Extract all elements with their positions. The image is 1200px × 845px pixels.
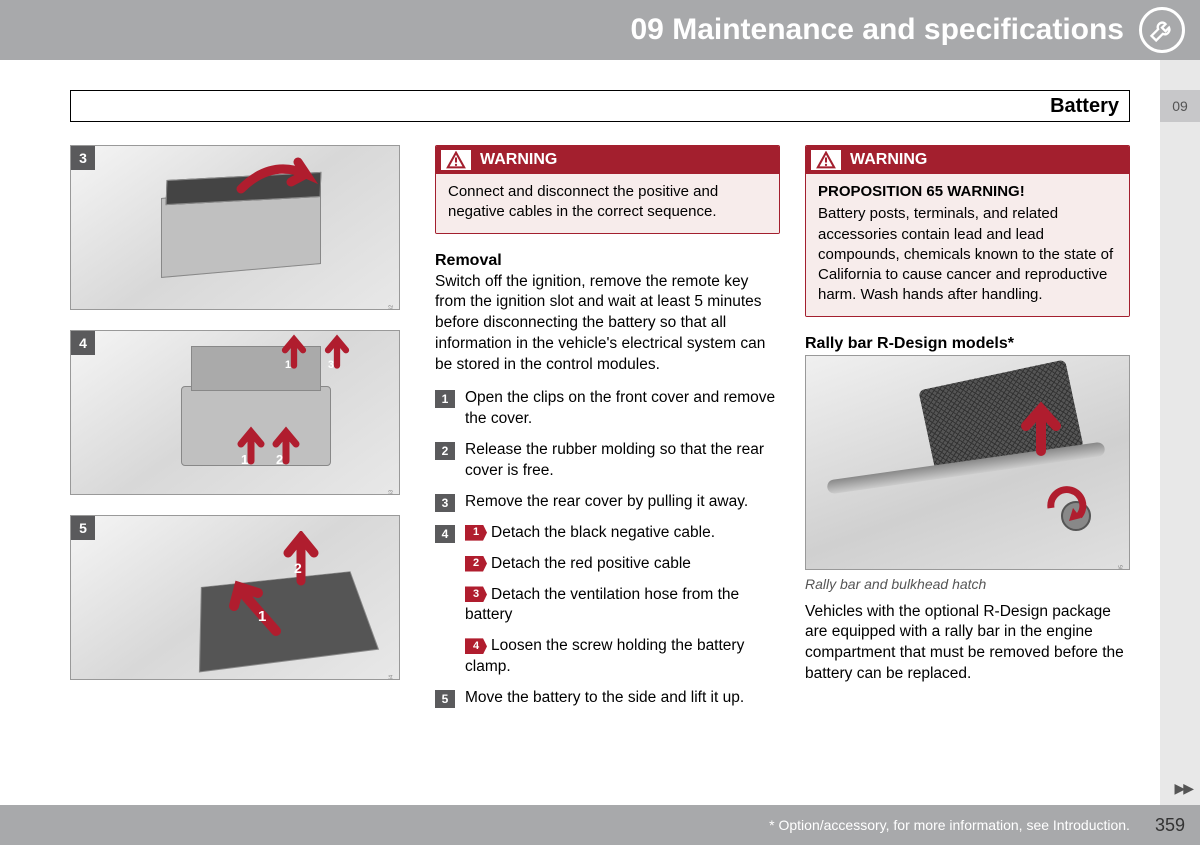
step-number: 4: [435, 525, 455, 543]
prop65-title: PROPOSITION 65 WARNING!: [818, 182, 1117, 202]
figure-5: 5 1 2 G040664: [70, 515, 400, 680]
figure-code: G040664: [389, 675, 395, 680]
substep-text: Detach the red positive cable: [491, 555, 691, 572]
section-title: Battery: [1050, 95, 1119, 118]
step-number: 3: [435, 494, 455, 512]
side-strip: [1160, 60, 1200, 805]
red-bullet: 4: [465, 638, 487, 654]
warning-header: WARNING: [436, 146, 779, 174]
figure-code: G048405: [1119, 565, 1125, 570]
svg-text:1: 1: [285, 359, 291, 370]
right-column: WARNING PROPOSITION 65 WARNING! Battery …: [805, 145, 1130, 719]
warning-box-2: WARNING PROPOSITION 65 WARNING! Battery …: [805, 145, 1130, 317]
svg-text:1: 1: [241, 452, 248, 466]
continuation-arrows-icon: ▶▶: [1174, 780, 1192, 797]
page-number: 359: [1155, 815, 1185, 836]
substep: 2Detach the red positive cable: [465, 554, 780, 575]
step-item: 1 Open the clips on the front cover and r…: [435, 388, 780, 430]
figure-rally-bar: G048405: [805, 355, 1130, 570]
svg-text:1: 1: [258, 608, 266, 625]
substep: 3Detach the ventilation hose from the ba…: [465, 585, 780, 627]
svg-text:2: 2: [276, 452, 283, 466]
step-text: Move the battery to the side and lift it…: [465, 688, 780, 709]
warning-triangle-icon: [439, 148, 473, 172]
figure-4: 4 1 2 1 3 G040663: [70, 330, 400, 495]
removal-heading: Removal: [435, 252, 780, 270]
step-item: 4 1Detach the black negative cable.: [435, 523, 780, 544]
rally-text: Vehicles with the optional R-Design pack…: [805, 602, 1130, 686]
step-number: 5: [435, 690, 455, 708]
rally-heading: Rally bar R-Design models*: [805, 335, 1130, 353]
step-number: 2: [435, 442, 455, 460]
substep: 4Loosen the screw holding the battery cl…: [465, 636, 780, 678]
chapter-side-tab: 09: [1160, 90, 1200, 122]
step-text: Remove the rear cover by pulling it away…: [465, 492, 780, 513]
warning-body: PROPOSITION 65 WARNING! Battery posts, t…: [806, 174, 1129, 316]
red-bullet: 2: [465, 556, 487, 572]
red-bullet: 1: [465, 525, 487, 541]
substep-text: Detach the ventilation hose from the bat…: [465, 586, 739, 624]
step-list: 1 Open the clips on the front cover and r…: [435, 388, 780, 709]
svg-text:3: 3: [328, 359, 334, 370]
chapter-title: 09 Maintenance and specifications: [631, 13, 1125, 47]
figure-caption: Rally bar and bulkhead hatch: [805, 576, 1130, 592]
middle-column: WARNING Connect and disconnect the posit…: [435, 145, 780, 719]
figure-3: 3 G040662: [70, 145, 400, 310]
warning-header: WARNING: [806, 146, 1129, 174]
figure-code: G040662: [389, 305, 395, 310]
footer-note: * Option/accessory, for more information…: [769, 817, 1130, 833]
red-bullet: 3: [465, 586, 487, 602]
figure-column: 3 G040662 4 1 2 1 3 G040663 5: [70, 145, 410, 719]
step-text: 1Detach the black negative cable.: [465, 523, 780, 544]
warning-triangle-icon: [809, 148, 843, 172]
warning-body: Connect and disconnect the positive and …: [436, 174, 779, 233]
svg-text:2: 2: [294, 560, 302, 576]
warning-title: WARNING: [480, 151, 557, 169]
substep-text: Detach the black negative cable.: [491, 524, 715, 541]
figure-code: G040663: [389, 490, 395, 495]
chapter-header: 09 Maintenance and specifications: [0, 0, 1200, 60]
content-area: 3 G040662 4 1 2 1 3 G040663 5: [70, 145, 1130, 719]
wrench-icon: [1139, 7, 1185, 53]
removal-intro: Switch off the ignition, remove the remo…: [435, 272, 780, 377]
step-number: 1: [435, 390, 455, 408]
footer-bar: * Option/accessory, for more information…: [0, 805, 1200, 845]
step-item: 2 Release the rubber molding so that the …: [435, 440, 780, 482]
step-item: 3 Remove the rear cover by pulling it awa…: [435, 492, 780, 513]
step-item: 5 Move the battery to the side and lift i…: [435, 688, 780, 709]
step-text: Open the clips on the front cover and re…: [465, 388, 780, 430]
substep-text: Loosen the screw holding the battery cla…: [465, 637, 744, 675]
step-text: Release the rubber molding so that the r…: [465, 440, 780, 482]
section-title-box: Battery: [70, 90, 1130, 122]
warning-title: WARNING: [850, 151, 927, 169]
prop65-body: Battery posts, terminals, and related ac…: [818, 204, 1117, 305]
warning-box-1: WARNING Connect and disconnect the posit…: [435, 145, 780, 234]
